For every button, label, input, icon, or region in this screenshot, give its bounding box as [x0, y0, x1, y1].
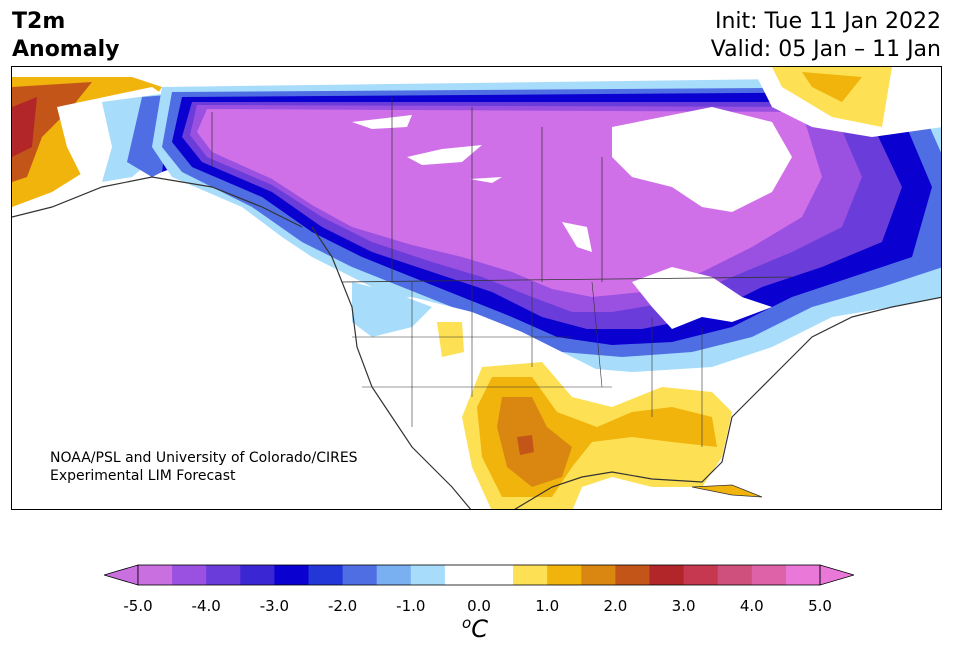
colorbar-max-arrow — [819, 564, 856, 586]
title-line-1: T2m — [12, 9, 66, 34]
great-lakes — [632, 267, 772, 329]
colorbar-swatch — [342, 565, 378, 585]
colorbar-swatch — [240, 565, 275, 585]
colorbar-swatch — [513, 565, 548, 585]
colorbar-swatch — [615, 565, 650, 585]
colorbar-swatch — [444, 565, 480, 585]
colorbar-unit: oC — [462, 614, 488, 643]
state-lines — [352, 281, 703, 447]
colorbar-swatch — [581, 565, 616, 585]
colorbar-svg — [102, 564, 856, 586]
lake-4 — [562, 222, 592, 252]
colorbar-border — [137, 564, 821, 586]
colorbar-tick-label: -1.0 — [396, 597, 426, 615]
hudson-bay — [612, 107, 792, 212]
colorbar-swatch — [410, 565, 446, 585]
colorbar-swatch — [479, 565, 514, 585]
degree-symbol: o — [462, 614, 472, 632]
colorbar-tick-label: 0.0 — [467, 597, 491, 615]
title-line-2: Anomaly — [12, 37, 120, 62]
colorbar-swatch — [649, 565, 685, 585]
colorbar-tick-label: 3.0 — [671, 597, 696, 615]
colorbar-swatch — [308, 565, 344, 585]
us-canada-border — [341, 276, 793, 283]
colorbar-tick-label: 1.0 — [535, 597, 560, 615]
colorbar-swatch — [683, 565, 719, 585]
colorbar-tick-label: -4.0 — [191, 597, 221, 615]
colorbar-tick-label: 4.0 — [739, 597, 764, 615]
colorbar-swatch — [274, 565, 309, 585]
cuba — [691, 484, 763, 498]
colorbar-swatch — [547, 565, 582, 585]
greenland-warm-core — [802, 72, 862, 102]
texas-hot-core — [517, 435, 534, 455]
colorbar-tick-label: -2.0 — [327, 597, 358, 615]
lake-3 — [470, 177, 502, 183]
colorbar-swatch — [717, 565, 753, 585]
colorbar-tick-label: 5.0 — [808, 597, 832, 615]
lake-1 — [352, 115, 412, 129]
colorbar-swatch — [138, 565, 173, 585]
colorbar-swatch — [172, 565, 207, 585]
alaska-red-core — [12, 97, 37, 157]
colorbar — [102, 562, 856, 592]
colorbar-swatch — [785, 565, 821, 585]
colorbar-swatch — [751, 565, 787, 585]
map-title: T2m Anomaly — [12, 8, 119, 64]
init-date: Init: Tue 11 Jan 2022 — [714, 9, 941, 34]
colorbar-min-arrow — [102, 564, 139, 586]
unit-letter: C — [471, 615, 488, 643]
credit-line-1: NOAA/PSL and University of Colorado/CIRE… — [50, 450, 358, 466]
colorbar-swatch — [206, 565, 241, 585]
alaska-coast — [12, 176, 303, 228]
map-svg — [12, 67, 941, 509]
valid-range: Valid: 05 Jan – 11 Jan — [710, 37, 941, 62]
colorbar-ticks: -5.0 -4.0 -3.0 -2.0 -1.0 0.0 1.0 2.0 3.0 4.0 5.0 — [0, 597, 953, 617]
province-lines — [211, 97, 603, 282]
colorbar-swatch — [376, 565, 412, 585]
credit-line-2: Experimental LIM Forecast — [50, 468, 236, 484]
colorbar-tick-label: 2.0 — [603, 597, 628, 615]
credit-text: NOAA/PSL and University of Colorado/CIRE… — [50, 449, 358, 485]
forecast-dates: Init: Tue 11 Jan 2022 Valid: 05 Jan – 11… — [711, 8, 941, 64]
colorbar-tick-label: -3.0 — [259, 597, 290, 615]
colorbar-tick-label: -5.0 — [123, 597, 153, 615]
anomaly-map: NOAA/PSL and University of Colorado/CIRE… — [11, 66, 942, 510]
utah-warm — [437, 322, 464, 357]
south-warm-inner — [497, 397, 572, 487]
lake-2 — [407, 145, 482, 165]
gulf-coast — [514, 296, 941, 509]
